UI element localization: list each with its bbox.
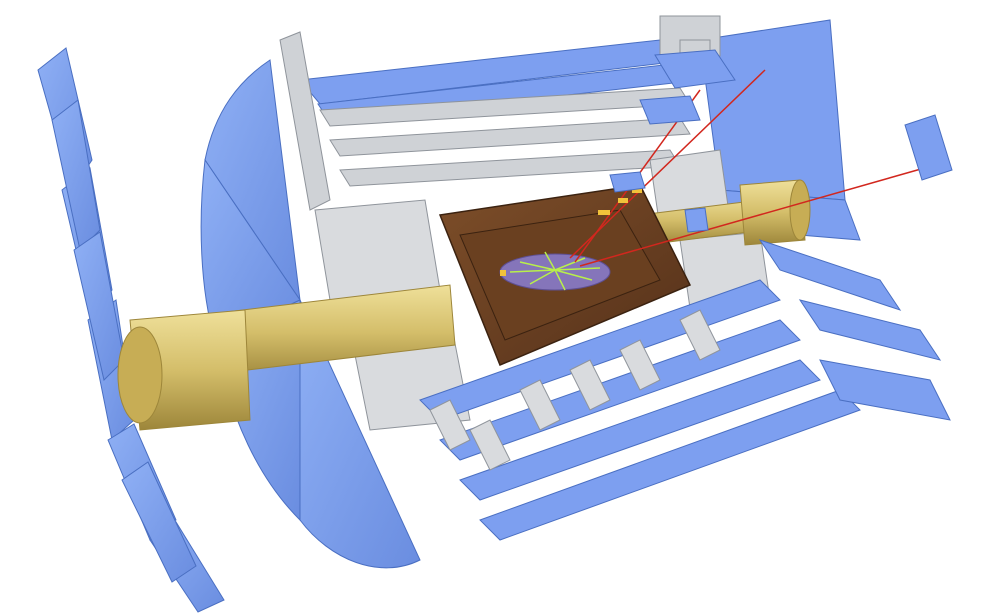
outer-floating-chambers <box>609 49 953 233</box>
detector-hits <box>500 188 642 276</box>
particle-tracks <box>509 251 601 291</box>
beam-pipe-right <box>639 179 811 246</box>
beam-pipe-left <box>117 284 456 431</box>
support-rails <box>279 15 721 211</box>
grey-chamber-modules <box>429 309 721 471</box>
left-endcap-wheel <box>37 47 225 613</box>
